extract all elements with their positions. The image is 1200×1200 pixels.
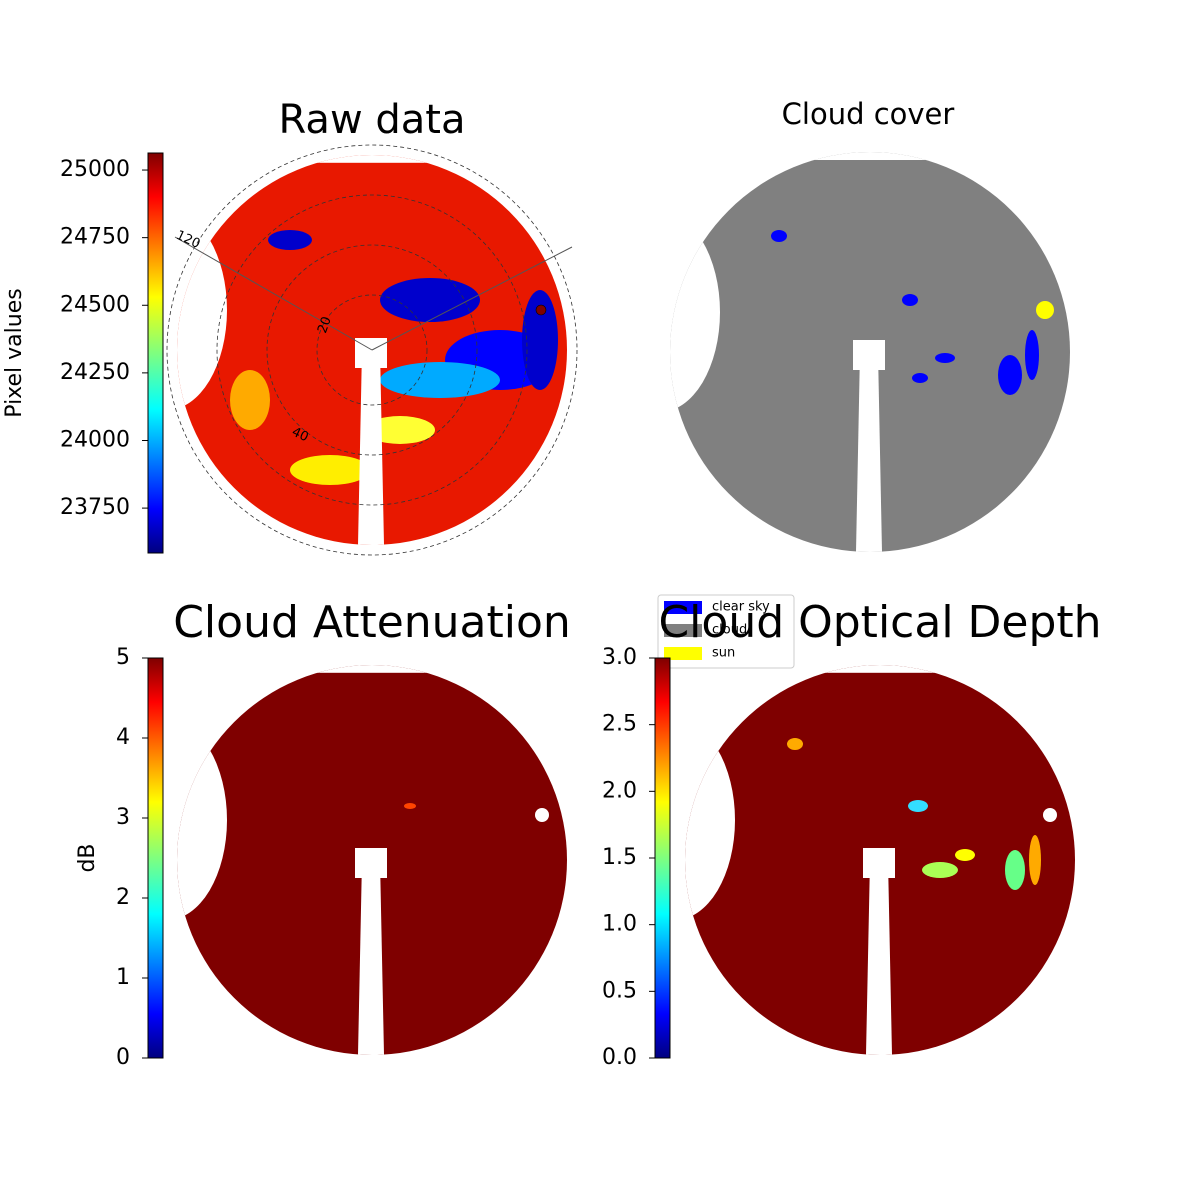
mask-top: [685, 665, 1075, 673]
sky-patch: [1025, 330, 1039, 380]
colorbar-label: dB: [75, 843, 100, 872]
sky-patch: [365, 416, 435, 444]
sky-patch: [522, 290, 558, 390]
sky-patch: [1005, 850, 1025, 890]
mask-box: [853, 340, 885, 370]
colorbar-tick-label: 1.0: [602, 912, 637, 937]
mask-arm: [856, 352, 882, 552]
polar-label: 120: [174, 228, 203, 252]
sky-patch: [290, 455, 370, 485]
legend-swatch: [664, 601, 702, 614]
polar-label: 20: [315, 315, 335, 336]
mask-arm: [358, 350, 384, 545]
sun-marker: [1036, 301, 1054, 319]
colorbar-tick-label: 5: [116, 645, 130, 670]
colorbar-tick-label: 0: [116, 1045, 130, 1070]
colorbar-tick-label: 24500: [60, 292, 130, 317]
polar-axis: [371, 246, 573, 351]
colorbar-tick-label: 0.0: [602, 1045, 637, 1070]
sun-mask: [1043, 808, 1057, 822]
mask-top: [177, 155, 567, 163]
mask-top: [670, 152, 1070, 160]
colorbar-tick-label: 3.0: [602, 645, 637, 670]
sky-patch: [935, 353, 955, 363]
colorbar-tick-label: 2.0: [602, 778, 637, 803]
panel-title: Cloud cover: [782, 97, 955, 131]
colorbar: [147, 152, 164, 554]
sky-patch: [902, 294, 918, 306]
sky-image: [177, 665, 567, 1055]
colorbar-tick-label: 0.5: [602, 978, 637, 1003]
sky-patch: [404, 803, 416, 809]
sky-patch: [1029, 835, 1041, 885]
panel-title: Raw data: [279, 97, 466, 143]
sky-patch: [912, 373, 928, 383]
legend-label: clear sky: [712, 600, 770, 615]
sky-patch: [922, 862, 958, 878]
mask-box: [355, 848, 387, 878]
sun-marker: [535, 304, 547, 316]
polar-grid: [316, 294, 428, 406]
mask-box: [863, 848, 895, 878]
sky-patch: [230, 370, 270, 430]
mask-notch: [670, 212, 720, 412]
sky-patch: [955, 849, 975, 861]
colorbar: [147, 657, 164, 1059]
legend-swatch: [664, 647, 702, 660]
colorbar-tick-label: 24000: [60, 427, 130, 452]
sky-patch: [380, 278, 480, 322]
sky-image: [177, 155, 567, 545]
legend-swatch: [664, 624, 702, 637]
sky-patch: [998, 355, 1022, 395]
colorbar-tick-label: 24250: [60, 360, 130, 385]
panel-title: Cloud Attenuation: [173, 597, 571, 648]
sky-patch: [771, 230, 787, 242]
sun-mask: [535, 808, 549, 822]
polar-axis: [174, 236, 373, 351]
sky-image: [685, 665, 1075, 1055]
legend-label: sun: [712, 646, 735, 661]
sky-patch: [787, 738, 803, 750]
mask-notch: [685, 720, 735, 920]
sky-image: [670, 152, 1070, 552]
colorbar-tick-label: 3: [116, 805, 130, 830]
colorbar-tick-label: 2.5: [602, 712, 637, 737]
colorbar-tick-label: 4: [116, 725, 130, 750]
colorbar-tick-label: 25000: [60, 157, 130, 182]
polar-grid: [216, 194, 528, 506]
mask-arm: [866, 860, 892, 1055]
sky-patch: [268, 230, 312, 250]
mask-arm: [358, 860, 384, 1055]
polar-grid: [266, 244, 478, 456]
colorbar: [654, 657, 671, 1059]
colorbar-tick-label: 1: [116, 965, 130, 990]
panel-title: Cloud Optical Depth: [658, 597, 1101, 648]
colorbar-label: Pixel values: [2, 288, 27, 417]
colorbar-tick-label: 2: [116, 885, 130, 910]
colorbar-tick-label: 24750: [60, 225, 130, 250]
sky-patch: [908, 800, 928, 812]
polar-grid: [166, 144, 578, 556]
legend-label: cloud: [712, 623, 747, 638]
colorbar-tick-label: 23750: [60, 495, 130, 520]
mask-top: [177, 665, 567, 673]
sky-patch: [380, 362, 500, 398]
colorbar-tick-label: 1.5: [602, 845, 637, 870]
polar-label: 40: [289, 425, 310, 446]
